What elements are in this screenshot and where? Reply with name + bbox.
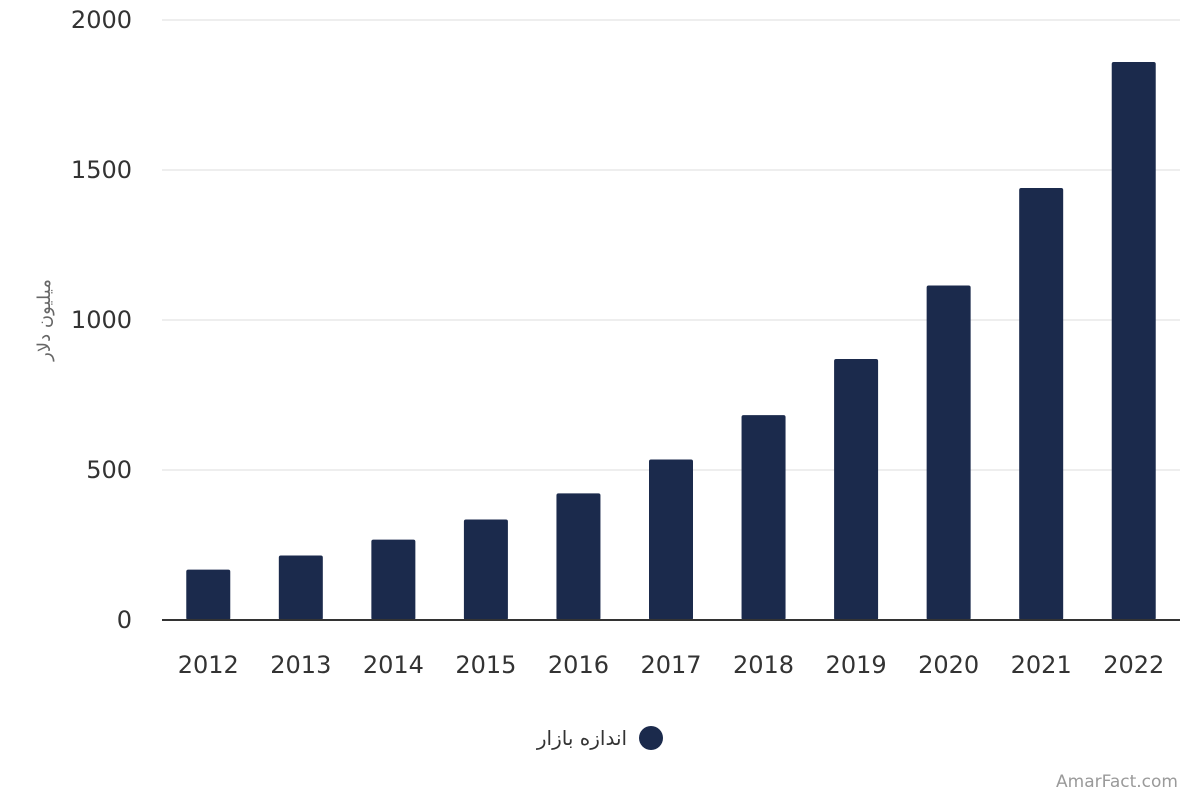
watermark: AmarFact.com bbox=[1056, 772, 1178, 792]
x-tick-label: 2020 bbox=[918, 651, 979, 679]
x-tick-label: 2014 bbox=[363, 651, 424, 679]
legend-marker bbox=[639, 726, 664, 750]
y-tick-label: 0 bbox=[117, 606, 132, 634]
x-tick-label: 2013 bbox=[270, 651, 331, 679]
bars bbox=[186, 62, 1156, 621]
bar-2017[interactable] bbox=[649, 459, 693, 621]
legend: اندازه بازار bbox=[0, 726, 1200, 754]
legend-item[interactable]: اندازه بازار bbox=[536, 726, 664, 750]
bar-2021[interactable] bbox=[1019, 188, 1064, 620]
y-tick-label: 2000 bbox=[71, 6, 132, 34]
x-tick-label: 2016 bbox=[548, 651, 609, 679]
x-tick-labels: 2012 2013 2014 2015 2016 2017 2018 2019 2020 2021… bbox=[178, 651, 1165, 679]
bar-2014[interactable] bbox=[371, 539, 416, 620]
y-tick-label: 500 bbox=[86, 456, 132, 484]
x-tick-label: 2022 bbox=[1103, 651, 1164, 679]
bar-2020[interactable] bbox=[926, 285, 971, 621]
bar-2019[interactable] bbox=[834, 359, 879, 620]
bar-2013[interactable] bbox=[278, 555, 323, 621]
bar-2012[interactable] bbox=[186, 569, 231, 620]
bar-2022[interactable] bbox=[1111, 62, 1156, 620]
bar-2018[interactable] bbox=[741, 415, 786, 620]
x-tick-label: 2012 bbox=[178, 651, 239, 679]
legend-label: اندازه بازار bbox=[536, 726, 628, 750]
y-tick-labels: 0 500 1000 1500 2000 bbox=[71, 6, 132, 634]
y-axis-label: میلیون دلار bbox=[34, 279, 55, 362]
x-tick-label: 2021 bbox=[1011, 651, 1072, 679]
x-tick-label: 2018 bbox=[733, 651, 794, 679]
x-tick-label: 2015 bbox=[455, 651, 516, 679]
y-tick-label: 1500 bbox=[71, 156, 132, 184]
x-tick-label: 2017 bbox=[640, 651, 701, 679]
bar-2015[interactable] bbox=[463, 519, 508, 621]
bar-2016[interactable] bbox=[556, 493, 601, 620]
x-tick-label: 2019 bbox=[826, 651, 887, 679]
y-tick-label: 1000 bbox=[71, 306, 132, 334]
